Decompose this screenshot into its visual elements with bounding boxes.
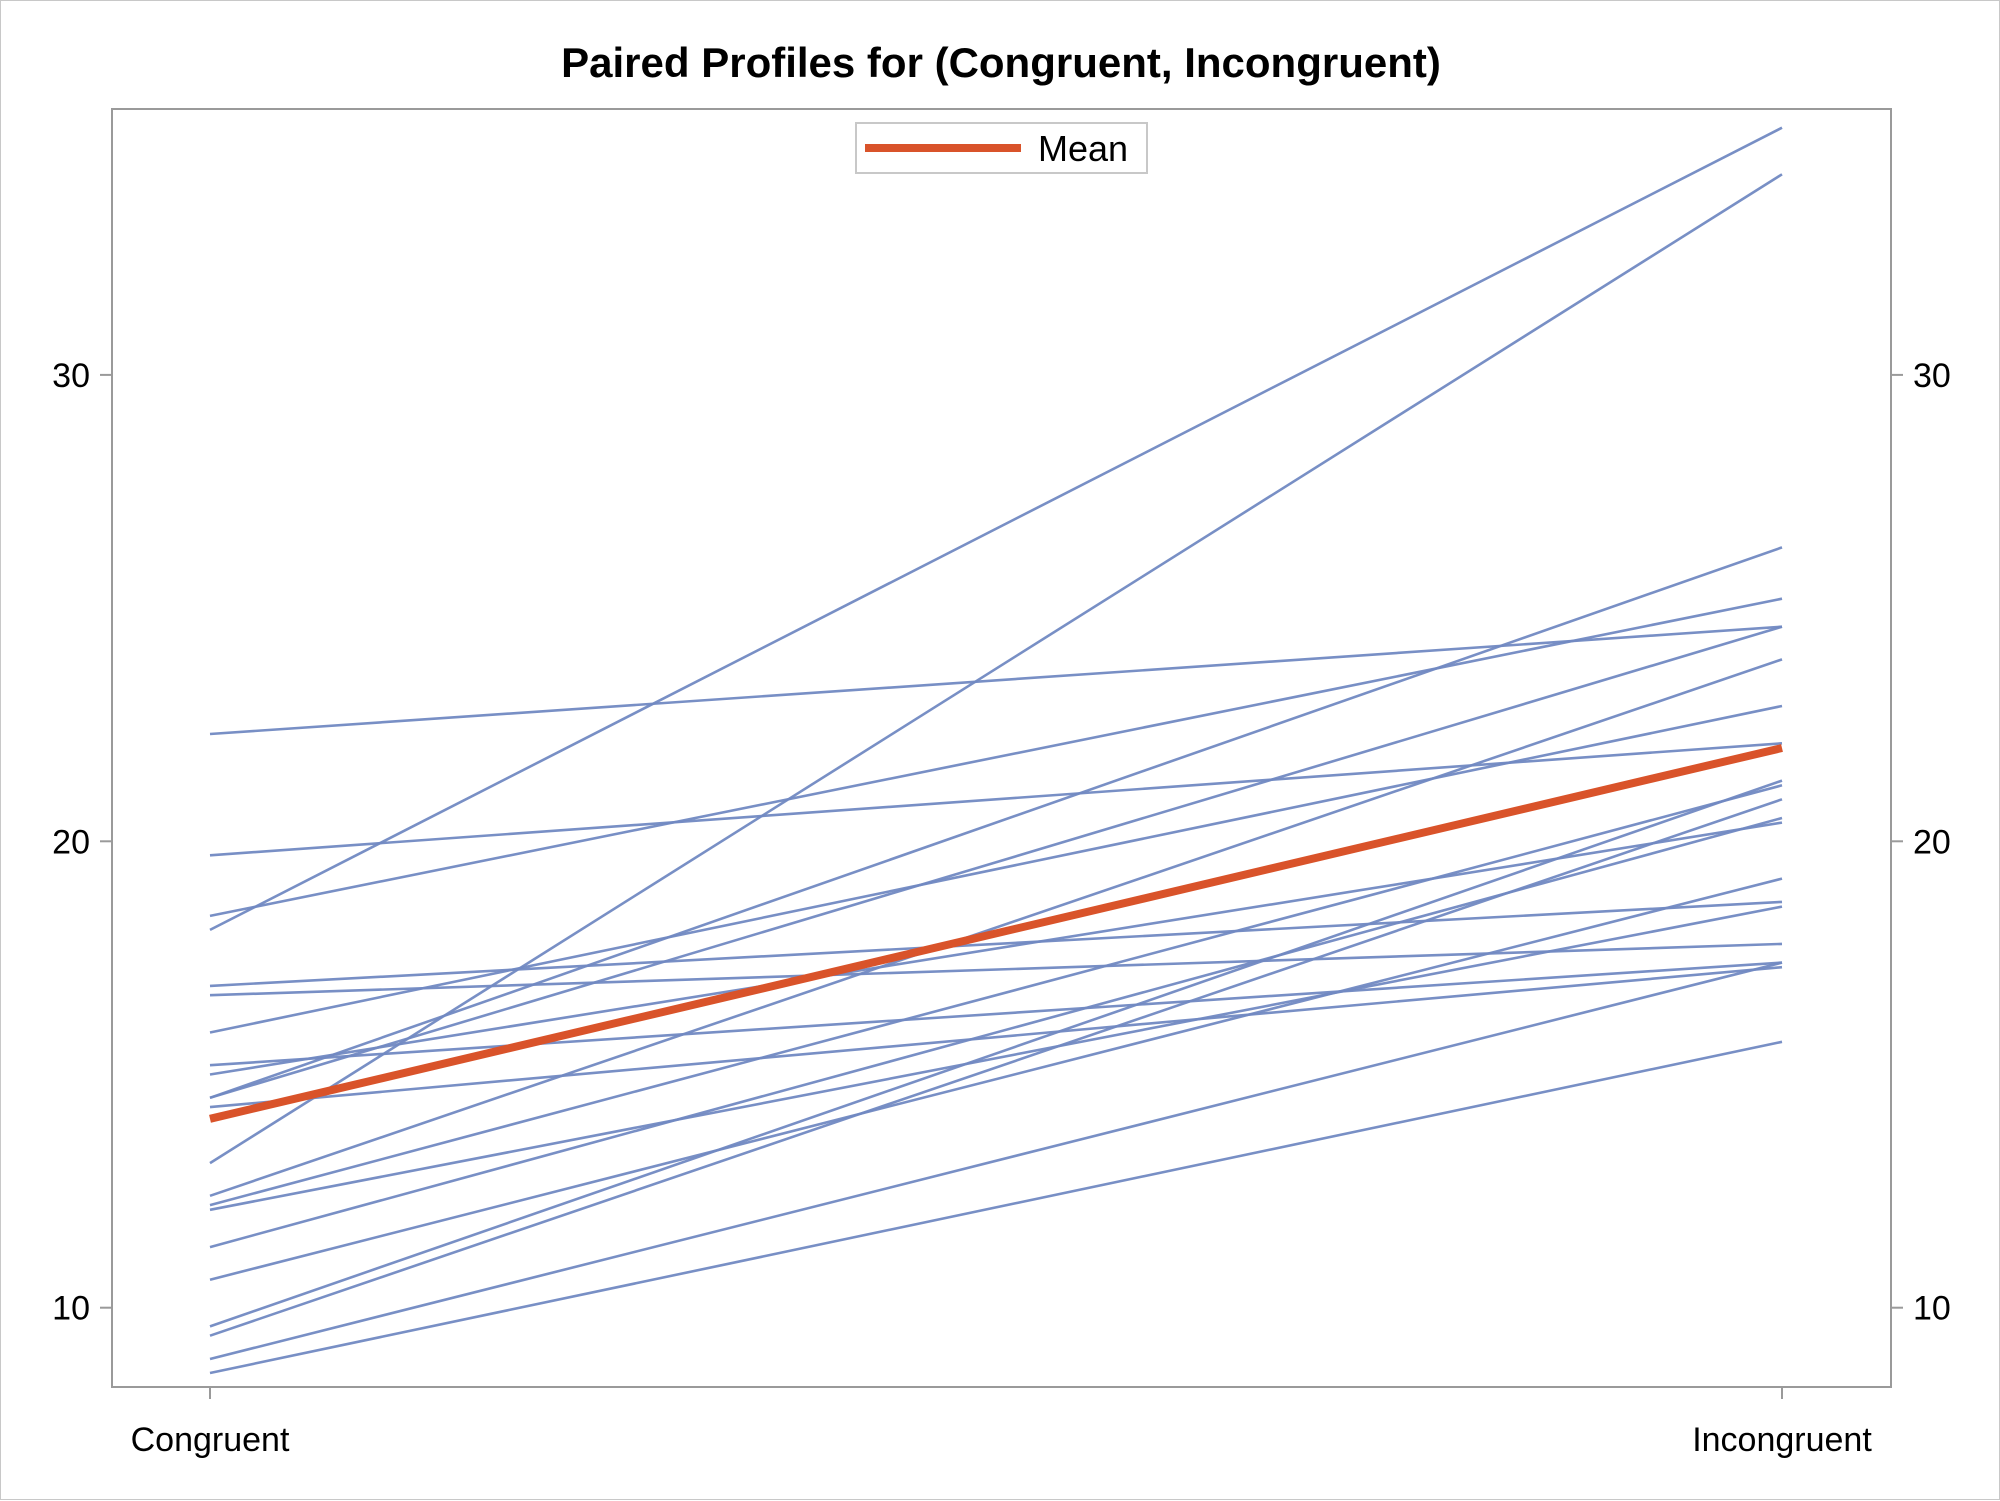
profile-line-5: [209, 900, 1783, 988]
y-tick-label-right-20: 20: [1913, 823, 1951, 861]
profile-line-3: [209, 597, 1783, 918]
profile-line-17: [209, 816, 1783, 1249]
chart-title: Paired Profiles for (Congruent, Incongru…: [561, 39, 1441, 86]
y-tick-label-right-10: 10: [1913, 1290, 1951, 1328]
profile-line-8: [209, 961, 1783, 1067]
y-tick-label-left-10: 10: [52, 1290, 90, 1328]
mean-line: [209, 744, 1783, 1123]
profile-line-10: [209, 625, 1783, 1100]
profile-line-21: [209, 961, 1783, 1361]
profile-lines: [209, 126, 1783, 1375]
profile-line-9: [209, 821, 1783, 1076]
profile-line-11: [209, 546, 1783, 1100]
profile-line-7: [209, 704, 1783, 1034]
profile-line-12: [209, 965, 1783, 1109]
y-tick-label-right-30: 30: [1913, 357, 1951, 395]
profile-line-15: [209, 784, 1783, 1207]
profile-line-14: [209, 658, 1783, 1198]
y-tick-label-left-20: 20: [52, 823, 90, 861]
profile-line-13: [209, 173, 1783, 1165]
axes: 10 10 20 20 30 30 Congruent Incongruent: [52, 357, 1951, 1459]
profile-line-1: [209, 625, 1783, 736]
x-tick-label-congruent: Congruent: [131, 1421, 290, 1459]
legend: Mean: [855, 122, 1148, 174]
profile-line-18: [209, 877, 1783, 1281]
profile-line-4: [209, 126, 1783, 932]
profile-line-16: [209, 905, 1783, 1212]
profile-line-2: [209, 742, 1783, 857]
x-tick-label-incongruent: Incongruent: [1692, 1421, 1872, 1459]
profile-line-6: [209, 942, 1783, 997]
profile-line-22: [209, 1040, 1783, 1375]
profile-line-20: [209, 798, 1783, 1337]
mean-line-layer: [209, 744, 1783, 1123]
profile-line-19: [209, 779, 1783, 1328]
y-tick-label-left-30: 30: [52, 357, 90, 395]
plot-area-border: [111, 108, 1892, 1388]
legend-mean-label: Mean: [1038, 128, 1128, 169]
